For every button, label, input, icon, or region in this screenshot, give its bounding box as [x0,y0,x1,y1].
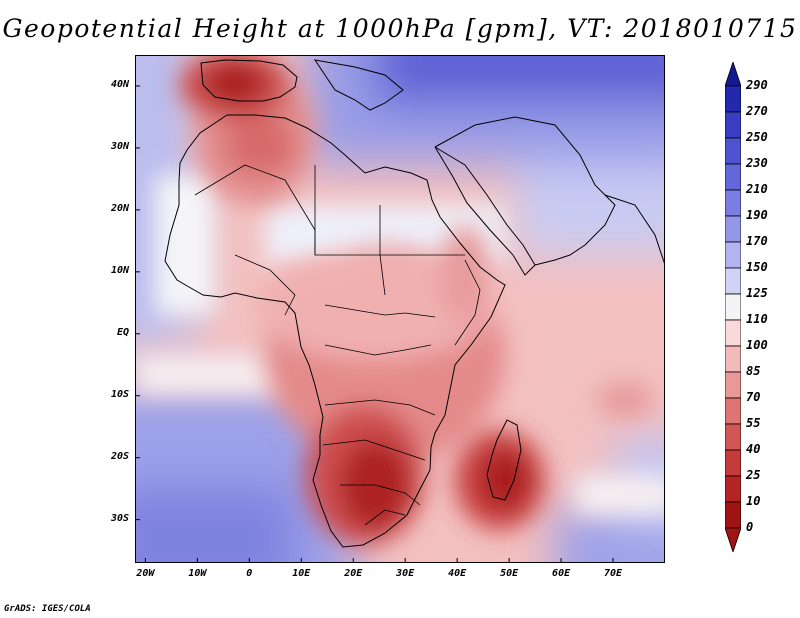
colorbar-label: 100 [746,338,768,352]
lon-label: 10W [188,568,207,579]
colorbar-label: 250 [746,130,768,144]
lon-label: 20W [136,568,155,579]
westafrica-border [234,254,296,316]
colorbar-segment [724,111,742,139]
axis-ticks [135,85,614,563]
colorbar-label: 210 [746,182,768,196]
lat-label: EQ [116,326,129,338]
colorbar-segment [724,319,742,347]
colorbar-segment [724,137,742,165]
lon-label: 20E [344,568,363,579]
lat-label: 30S [110,512,129,524]
map-canvas [135,55,665,563]
colorbar [724,60,742,554]
coastlines [164,59,665,548]
colorbar-segment [724,423,742,451]
borders [194,164,481,526]
ethiopia-border [454,259,481,346]
map-plot[interactable] [135,55,665,563]
red-sea-coastline [434,146,536,276]
colorbar-label: 190 [746,208,768,222]
colorbar-top-arrow [724,60,742,87]
lon-label: 70E [604,568,623,579]
south-africa-border [364,509,406,526]
namibia-border [340,484,421,506]
colorbar-label: 110 [746,312,768,326]
colorbar-label: 70 [746,390,761,404]
colorbar-segment [724,215,742,243]
high-value-field [180,55,653,545]
colorbar-canvas [724,60,742,554]
lon-label: 50E [500,568,519,579]
africa-coastline [164,114,506,548]
height-field [135,55,665,563]
colorbar-segment [724,501,742,529]
colorbar-label: 85 [746,364,761,378]
iberia-coastline [200,59,298,102]
italy-balkans-coastline [313,59,404,111]
colorbar-segment [724,397,742,425]
colorbar-label: 10 [746,494,761,508]
colorbar-label: 40 [746,442,761,456]
colorbar-label: 170 [746,234,768,248]
zambia-border [322,439,426,461]
colorbar-label: 270 [746,104,768,118]
colorbar-label: 230 [746,156,768,170]
lon-label: 60E [552,568,571,579]
colorbar-label: 150 [746,260,768,274]
lon-label: 40E [448,568,467,579]
colorbar-segment [724,475,742,503]
colorbar-segment [724,241,742,269]
colorbar-segment [724,85,742,113]
colorbar-bottom-arrow [724,527,742,554]
colorbar-label: 0 [746,520,754,534]
lat-label: 10S [110,388,129,400]
map-title: Geopotential Height at 1000hPa [gpm], VT… [2,14,798,43]
colorbar-segment [724,345,742,373]
colorbar-segment [724,371,742,399]
colorbar-segment [724,267,742,295]
colorbar-label: 290 [746,78,768,92]
sudan-border [379,205,465,256]
colorbar-segment [724,189,742,217]
colorbar-label: 55 [746,416,761,430]
central-border [324,304,436,318]
india-coastline [604,194,665,266]
colorbar-segment [724,449,742,477]
colorbar-label: 25 [746,468,761,482]
low-value-field [135,55,665,563]
angola-border [324,399,436,416]
madagascar-coastline [486,419,522,501]
lat-label: 20S [110,450,129,462]
colorbar-label: 125 [746,286,768,300]
colorbar-segment [724,293,742,321]
map-border [135,55,665,563]
colorbar-segment [724,163,742,191]
lon-label: 0 [246,568,253,579]
lon-label: 10E [292,568,311,579]
lat-label: 40N [110,78,129,90]
lat-label: 20N [110,202,129,214]
lat-label: 30N [110,140,129,152]
congo-border [324,344,432,356]
grads-credit: GrADS: IGES/COLA [4,604,91,614]
lat-label: 10N [110,264,129,276]
lon-label: 30E [396,568,415,579]
libya-egypt-border [314,165,386,296]
